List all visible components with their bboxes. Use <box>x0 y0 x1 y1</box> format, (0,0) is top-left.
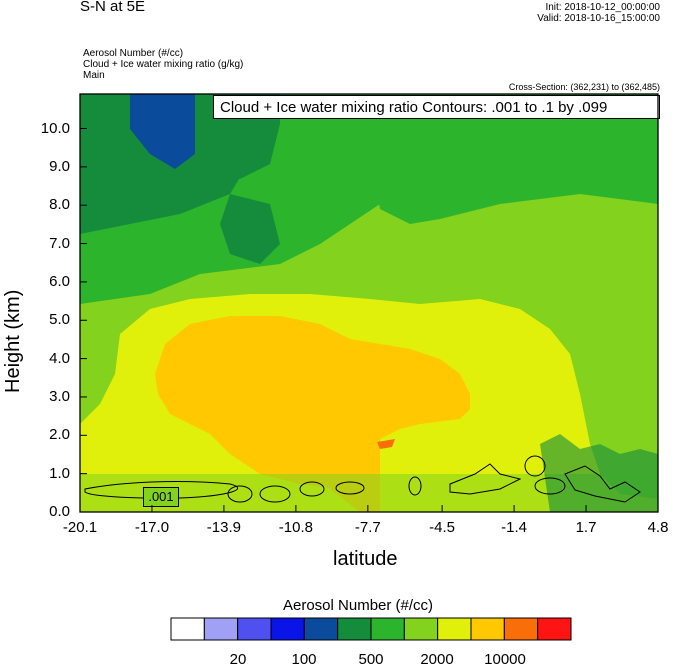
colorbar-label: 500 <box>358 651 384 668</box>
colorbar-swatch <box>170 617 205 641</box>
y-tick-label: 9.0 <box>49 157 70 175</box>
valid-time: Valid: 2018-10-16_15:00:00 <box>537 13 660 24</box>
field-band-700-patch <box>220 194 280 264</box>
colorbar-label: 20 <box>229 651 247 668</box>
x-tick-label: -1.4 <box>501 519 527 536</box>
y-tick-label: 3.0 <box>49 387 70 405</box>
colorbar-swatch <box>470 617 505 641</box>
x-tick-label: -4.5 <box>429 519 456 536</box>
contour-line <box>259 485 291 503</box>
x-tick-label: -13.9 <box>206 519 241 536</box>
x-tick-label: -17.0 <box>134 519 170 536</box>
contour-label-box: .001 <box>143 487 179 507</box>
contour-line <box>524 455 546 477</box>
y-tick-label: 10.0 <box>40 119 70 137</box>
y-tick-label: 0.0 <box>49 503 70 520</box>
plot-frame <box>79 93 659 513</box>
init-time: Init: 2018-10-12_00:00:00 <box>545 2 660 13</box>
colorbar-swatch <box>203 617 239 641</box>
colorbar-label: 100 <box>291 651 317 668</box>
contour-info-box: Cloud + Ice water mixing ratio Contours:… <box>213 95 660 119</box>
x-tick-label: -10.8 <box>278 519 313 536</box>
x-axis-title: latitude <box>333 548 398 570</box>
y-tick-label: 5.0 <box>49 311 70 329</box>
contour-line <box>84 481 238 499</box>
y-tick-label: 1.0 <box>49 464 70 482</box>
y-tick-label: 7.0 <box>49 234 70 252</box>
colorbar-swatch <box>437 617 472 641</box>
field-main-label: Main <box>83 70 105 81</box>
field-band-right-low <box>540 434 658 512</box>
colorbar-title: Aerosol Number (#/cc) <box>283 597 434 614</box>
contour-line <box>564 465 641 503</box>
field-band-5000 <box>155 316 470 489</box>
x-tick-label: 4.8 <box>647 519 669 536</box>
field-cloud-label: Cloud + Ice water mixing ratio (g/kg) <box>83 59 244 70</box>
y-tick-label: 2.0 <box>49 426 70 444</box>
field-aerosol-label: Aerosol Number (#/cc) <box>83 48 184 59</box>
colorbar-swatch <box>537 617 572 641</box>
contour-line <box>227 485 253 503</box>
colorbar-swatch <box>503 617 539 641</box>
colorbar-swatch <box>270 617 305 641</box>
colorbar-swatch <box>403 617 439 641</box>
plot-title: S-N at 5E <box>80 0 146 15</box>
cross-section-label: Cross-Section: (362,231) to (362,485) <box>508 82 660 92</box>
contour-line <box>534 477 566 495</box>
colorbar-label: 10000 <box>484 651 526 668</box>
y-tick-label: 6.0 <box>49 272 70 290</box>
colorbar-swatch <box>303 617 339 641</box>
y-tick-label: 8.0 <box>49 196 70 214</box>
x-tick-label: 1.7 <box>575 519 597 536</box>
field-band-500-blue <box>130 94 195 169</box>
field-band-1000-top <box>360 94 658 224</box>
x-tick-label: -20.1 <box>62 519 98 536</box>
field-band-10000-spot <box>377 439 395 449</box>
y-tick-label: 4.0 <box>49 349 70 367</box>
colorbar-swatch <box>370 617 405 641</box>
cloud-contours <box>84 455 641 503</box>
y-tick-marks <box>80 128 87 513</box>
colorbar <box>170 617 572 641</box>
colorbar-label: 2000 <box>420 651 454 668</box>
y-axis-title: Height (km) <box>2 289 24 393</box>
contour-line <box>299 481 325 497</box>
contour-line <box>335 481 365 495</box>
colorbar-swatch <box>237 617 272 641</box>
x-tick-label: -7.7 <box>354 519 381 536</box>
colorbar-swatch <box>337 617 372 641</box>
x-tick-marks <box>79 505 659 512</box>
contour-line <box>449 463 522 495</box>
contour-line <box>408 476 422 496</box>
